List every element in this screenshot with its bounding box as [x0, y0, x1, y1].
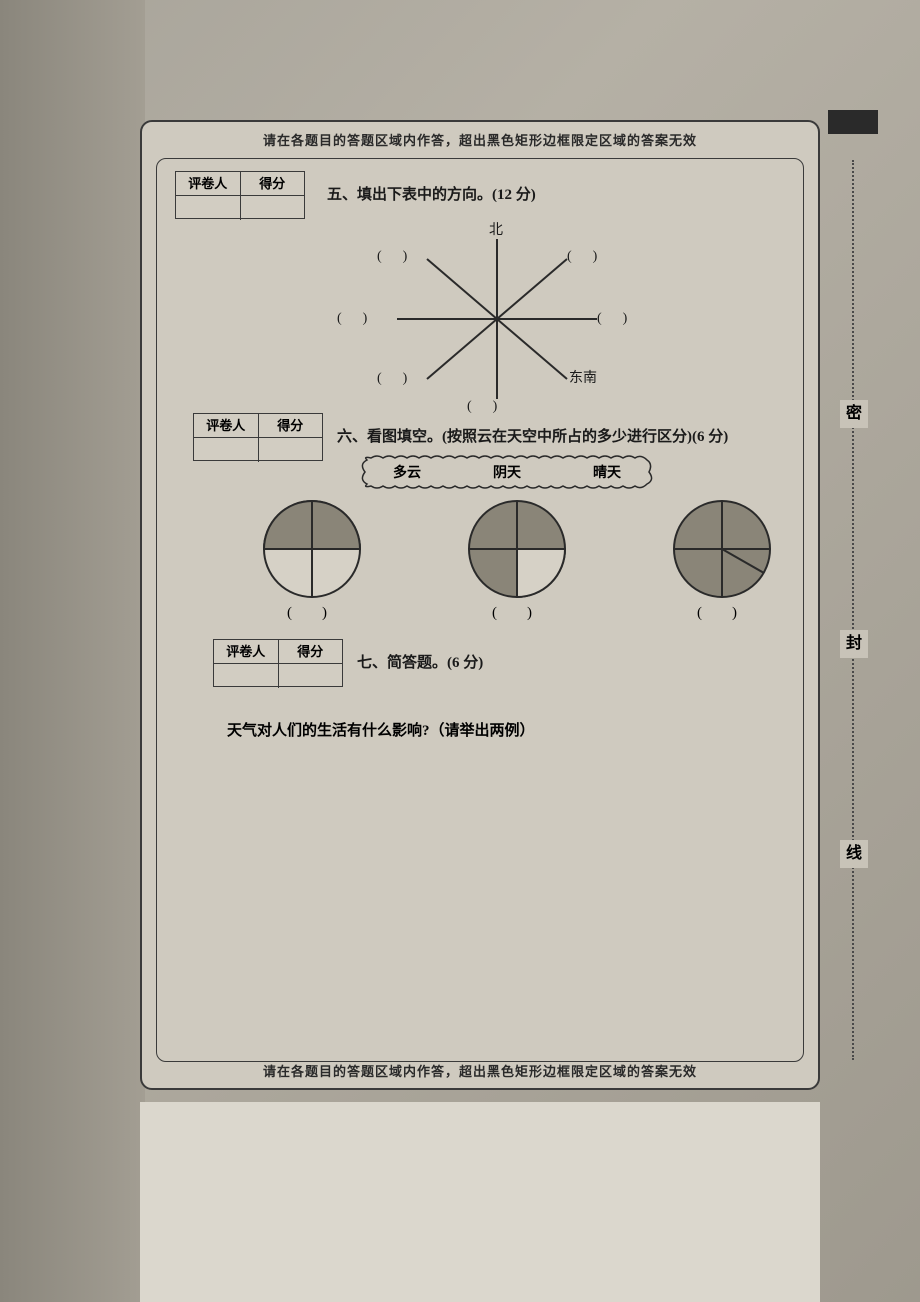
legend-qingtian: 晴天: [593, 462, 621, 482]
cloud-circle-row: () (): [237, 499, 797, 639]
score-box-section5: 评卷人 得分: [175, 171, 305, 219]
seal-char-mi: 密: [840, 400, 868, 428]
score-box-score-blank: [279, 664, 343, 688]
score-box-rater-blank: [214, 664, 279, 688]
compass-blank-w: ( ): [337, 311, 367, 327]
seal-char-feng: 封: [840, 630, 868, 658]
score-box-score-label: 得分: [241, 172, 305, 195]
weather-legend-box: 多云 阴天 晴天: [357, 454, 657, 490]
compass-diagram: 北 东南 ( ) ( ) ( ) ( ) ( ) ( ): [357, 229, 637, 409]
score-box-score-blank: [241, 196, 305, 220]
top-instruction: 请在各题目的答题区域内作答，超出黑色矩形边框限定区域的答案无效: [142, 122, 818, 155]
score-box-rater-label: 评卷人: [214, 640, 279, 663]
section6-title: 六、看图填空。(按照云在天空中所占的多少进行区分)(6 分): [337, 425, 728, 446]
compass-blank-e: ( ): [597, 311, 627, 327]
answer-sheet-inner-frame: 评卷人 得分 五、填出下表中的方向。(12 分) 北 东南: [156, 158, 804, 1062]
seal-char-xian: 线: [840, 840, 868, 868]
compass-southeast-label: 东南: [569, 367, 597, 387]
answer-sheet-outer-frame: 请在各题目的答题区域内作答，超出黑色矩形边框限定区域的答案无效 评卷人 得分 五…: [140, 120, 820, 1090]
corner-mark: [828, 110, 878, 134]
cloud-circle-2: (): [442, 499, 592, 639]
cloud-circle-3: (): [647, 499, 797, 639]
score-box-score-blank: [259, 438, 323, 462]
compass-blank-ne: ( ): [567, 249, 597, 265]
circle2-blank: (): [442, 605, 592, 622]
score-box-score-label: 得分: [279, 640, 343, 663]
legend-duoyun: 多云: [393, 462, 421, 482]
bottom-instruction: 请在各题目的答题区域内作答，超出黑色矩形边框限定区域的答案无效: [142, 1057, 818, 1084]
section5-title: 五、填出下表中的方向。(12 分): [327, 183, 536, 204]
page-left-shadow: [0, 0, 145, 1302]
seal-dotted-line: [852, 160, 854, 1060]
section7-question: 天气对人们的生活有什么影响?（请举出两例）: [227, 719, 535, 740]
compass-north-label: 北: [489, 219, 503, 239]
circle3-blank: (): [647, 605, 797, 622]
score-box-rater-label: 评卷人: [176, 172, 241, 195]
section7-title: 七、简答题。(6 分): [357, 651, 483, 672]
score-box-rater-blank: [176, 196, 241, 220]
score-box-rater-blank: [194, 438, 259, 462]
compass-blank-nw: ( ): [377, 249, 407, 265]
circle1-blank: (): [237, 605, 387, 622]
cloud-circle-1: (): [237, 499, 387, 639]
page-bottom-area: [140, 1102, 820, 1302]
compass-blank-s: ( ): [467, 399, 497, 415]
score-box-score-label: 得分: [259, 414, 323, 437]
compass-blank-sw: ( ): [377, 371, 407, 387]
legend-yintian: 阴天: [493, 462, 521, 482]
score-box-rater-label: 评卷人: [194, 414, 259, 437]
seal-strip: 密 封 线: [840, 160, 870, 1060]
score-box-section6: 评卷人 得分: [193, 413, 323, 461]
score-box-section7: 评卷人 得分: [213, 639, 343, 687]
